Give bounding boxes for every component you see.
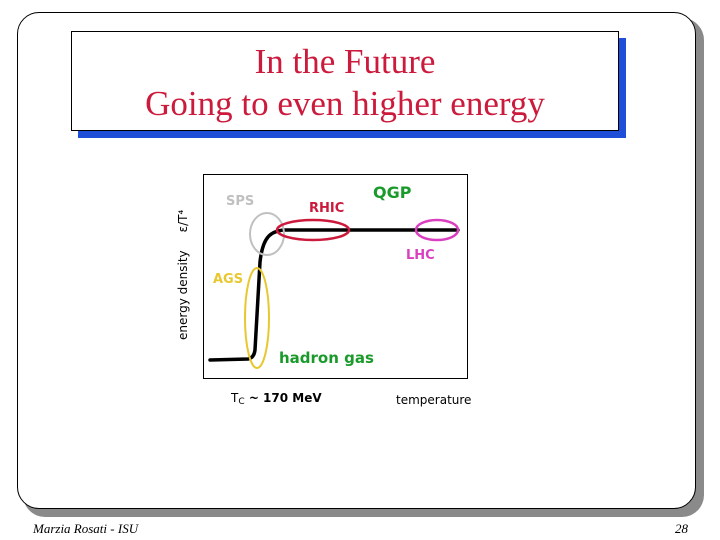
y-axis-label: energy density ε/T⁴	[176, 210, 190, 340]
ags-ellipse	[244, 267, 270, 369]
energy-density-curve	[208, 228, 460, 362]
tc-subscript: C	[238, 397, 245, 407]
lhc-label: LHC	[406, 248, 435, 263]
sps-ellipse	[249, 212, 285, 256]
page-number: 28	[675, 521, 688, 536]
tc-prefix: T	[231, 391, 239, 405]
rhic-label: RHIC	[309, 201, 345, 216]
title-line-2: Going to even higher energy	[145, 84, 545, 123]
y-axis-symbol: ε/T⁴	[176, 209, 190, 233]
title-box: In the Future Going to even higher energ…	[71, 31, 619, 131]
qgp-label: QGP	[373, 183, 412, 202]
footer-author: Marzia Rosati - ISU	[33, 521, 139, 536]
ags-label: AGS	[213, 272, 244, 287]
y-axis-text: energy density	[176, 250, 190, 340]
title-line-1: In the Future	[254, 42, 436, 81]
lhc-ellipse	[414, 218, 460, 242]
x-axis-label: temperature	[396, 393, 472, 407]
hadron-gas-label: hadron gas	[279, 349, 374, 367]
critical-temperature-label: TC ~ 170 MeV	[231, 391, 322, 407]
rhic-ellipse	[275, 218, 351, 242]
sps-label: SPS	[226, 194, 255, 209]
tc-value: ~ 170 MeV	[244, 391, 322, 405]
